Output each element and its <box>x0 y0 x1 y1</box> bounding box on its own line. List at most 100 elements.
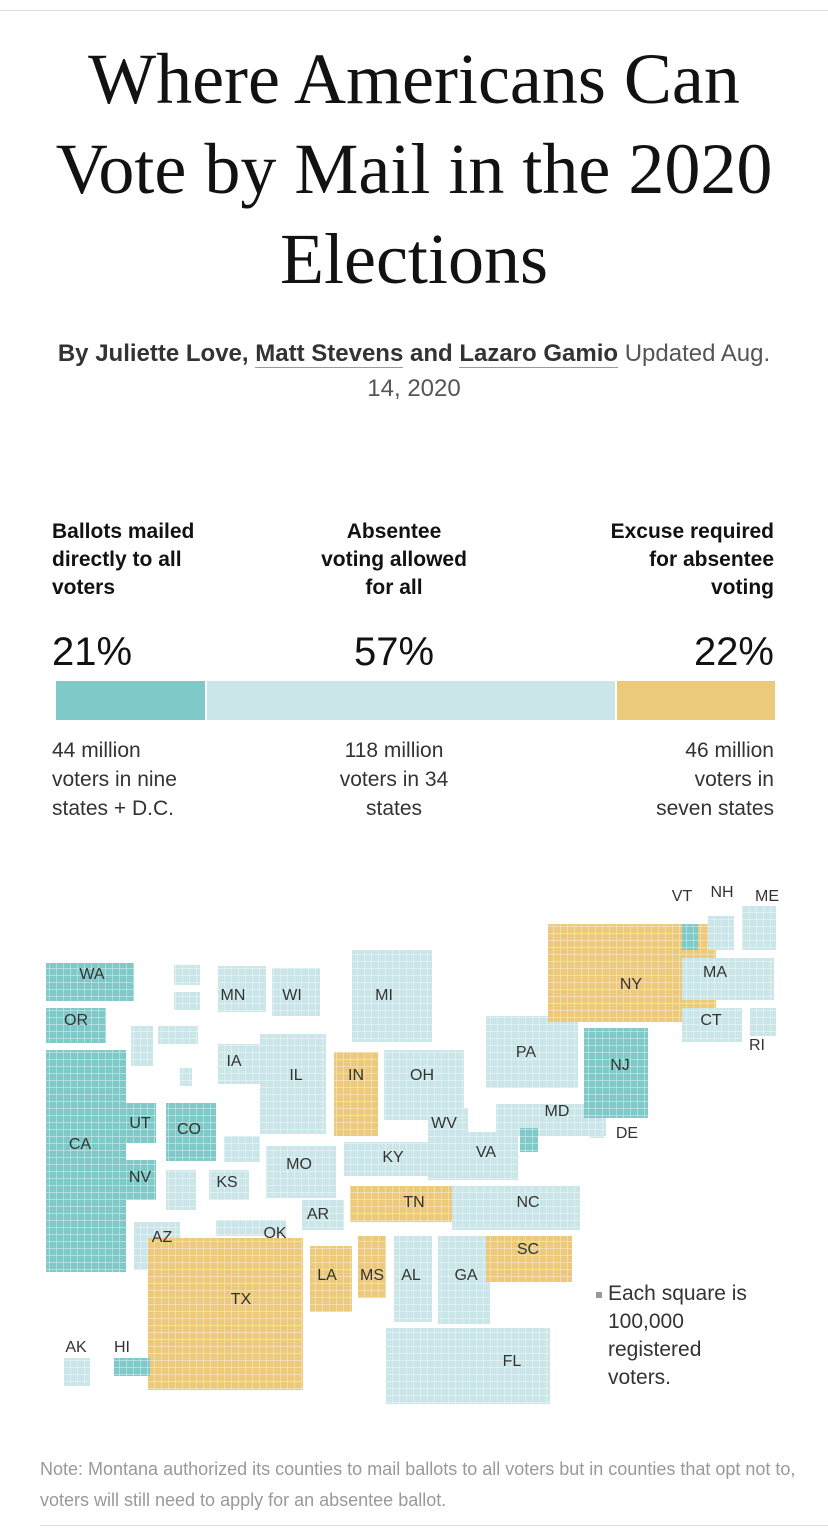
state-grid-ma <box>682 958 774 1000</box>
state-ia <box>218 1044 262 1084</box>
state-grid-ar <box>302 1200 344 1230</box>
state-grid-ms <box>358 1236 386 1298</box>
state-label-or: OR <box>64 1012 88 1029</box>
state-label-mo: MO <box>286 1156 312 1173</box>
state-ky <box>344 1142 428 1176</box>
category-heading-absentee-all: Absentee voting allowed for all <box>321 520 467 599</box>
state-label-md: MD <box>545 1103 570 1120</box>
state-grid-ri <box>750 1008 776 1036</box>
state-label-ct: CT <box>700 1012 722 1029</box>
state-or <box>46 1008 106 1043</box>
state-label-mn: MN <box>221 987 246 1004</box>
bar-segment-2 <box>206 681 617 720</box>
legend-square-icon <box>596 1292 602 1298</box>
state-wy <box>174 992 200 1010</box>
state-label-ny: NY <box>620 976 643 993</box>
state-grid-hi <box>114 1358 150 1376</box>
state-ca <box>46 1050 126 1272</box>
state-wi <box>272 968 320 1016</box>
state-label-tn: TN <box>403 1194 424 1211</box>
state-de <box>590 1126 604 1138</box>
byline: By Juliette Love, Matt Stevens and Lazar… <box>40 336 788 406</box>
state-sc <box>486 1236 572 1282</box>
state-grid-tn <box>350 1186 454 1222</box>
state-tx <box>148 1238 303 1390</box>
state-oh <box>384 1050 464 1120</box>
state-label-ri: RI <box>749 1037 765 1054</box>
state-la <box>310 1246 352 1312</box>
state-ri <box>750 1008 776 1036</box>
state-mo <box>266 1146 336 1198</box>
state-label-az: AZ <box>152 1229 173 1246</box>
stacked-bar <box>56 681 775 720</box>
state-label-hi: HI <box>114 1339 130 1356</box>
percent-mail-all: 21% <box>52 630 133 674</box>
state-grid-ky <box>344 1142 428 1176</box>
state-vt <box>682 924 698 950</box>
state-grid-nv <box>124 1160 156 1200</box>
state-grid-dc <box>520 1128 538 1152</box>
state-label-la: LA <box>317 1267 337 1284</box>
byline-author-1: By Juliette Love, <box>57 340 249 367</box>
state-grid-nd <box>158 1026 198 1044</box>
state-nh <box>708 916 734 950</box>
state-me <box>742 906 776 950</box>
bar-segment-1 <box>56 681 207 720</box>
state-va <box>428 1132 518 1180</box>
state-label-nh: NH <box>710 884 733 901</box>
state-label-mi: MI <box>375 987 393 1004</box>
state-grid-ne <box>224 1136 260 1162</box>
state-nm <box>166 1170 196 1210</box>
category-heading-mail-all: Ballots mailed directly to all voters <box>52 520 195 599</box>
state-grid-me <box>742 906 776 950</box>
state-nv <box>124 1160 156 1200</box>
state-grid-mt <box>174 965 200 985</box>
state-sd <box>180 1068 192 1086</box>
state-label-ar: AR <box>307 1206 329 1223</box>
state-label-vt: VT <box>672 888 693 905</box>
footnote: Note: Montana authorized its counties to… <box>40 1459 796 1510</box>
byline-author-2-link[interactable]: Matt Stevens <box>255 340 404 368</box>
state-grid-in <box>334 1052 378 1136</box>
byline-and: and <box>409 340 453 367</box>
state-label-ky: KY <box>382 1149 404 1166</box>
byline-author-3-link[interactable]: Lazaro Gamio <box>459 340 619 368</box>
state-label-ks: KS <box>216 1174 237 1191</box>
state-grid-il <box>260 1034 326 1134</box>
state-ms <box>358 1236 386 1298</box>
state-grid-or <box>46 1008 106 1043</box>
state-grid-fl <box>386 1328 550 1404</box>
state-label-co: CO <box>177 1121 201 1138</box>
state-grid-nm <box>166 1170 196 1210</box>
state-label-me: ME <box>755 888 779 905</box>
state-label-il: IL <box>289 1067 302 1084</box>
state-pa <box>486 1016 578 1088</box>
state-label-pa: PA <box>516 1044 536 1061</box>
state-grid-va <box>428 1132 518 1180</box>
state-label-ma: MA <box>703 964 727 981</box>
state-label-ok: OK <box>263 1225 286 1242</box>
state-grid-ia <box>218 1044 262 1084</box>
state-ok <box>216 1220 286 1236</box>
state-label-ia: IA <box>226 1053 241 1070</box>
category-heading-excuse-required: Excuse required for absentee voting <box>610 520 774 599</box>
state-label-va: VA <box>476 1144 496 1161</box>
state-grid-al <box>394 1236 432 1322</box>
state-grid-ok <box>216 1220 286 1236</box>
state-mt <box>174 965 200 985</box>
voters-excuse-required: 46 million voters in seven states <box>656 739 774 820</box>
state-dc <box>520 1128 538 1152</box>
state-grid-wy <box>174 992 200 1010</box>
state-grid-de <box>590 1126 604 1138</box>
state-grid-ca <box>46 1050 126 1272</box>
state-hi <box>114 1358 150 1376</box>
state-label-in: IN <box>348 1067 364 1084</box>
state-label-fl: FL <box>503 1353 522 1370</box>
state-il <box>260 1034 326 1134</box>
state-grid-nc <box>452 1186 580 1230</box>
state-ma <box>682 958 774 1000</box>
state-fl <box>386 1328 550 1404</box>
state-id <box>131 1026 153 1066</box>
voters-absentee-all: 118 million voters in 34 states <box>339 739 449 820</box>
state-ut <box>124 1103 156 1143</box>
